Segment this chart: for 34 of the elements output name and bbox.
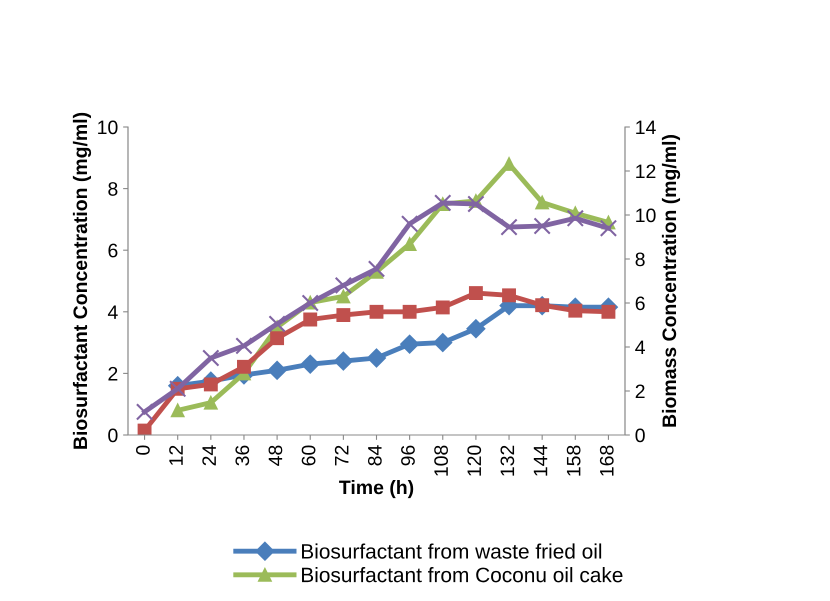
x-tick-label: 108 [434,446,448,476]
y-tick-label: 8 [108,182,118,196]
y2-tick-label: 2 [636,384,645,398]
x-tick-label: 24 [202,445,216,466]
y2-tick-label: 10 [636,208,656,222]
x-tick-label: 168 [600,446,614,476]
y2-axis-title: Biomass Concentration (mg/ml) [662,135,680,427]
y-tick-label: 2 [108,366,118,380]
x-tick-label: 48 [268,446,282,466]
x-axis-title: Time (h) [339,480,414,498]
x-tick-label: 132 [500,446,514,476]
x-tick-label: 120 [467,445,482,476]
y-tick-label: 4 [108,305,118,319]
y2-tick-label: 8 [636,252,645,266]
y2-tick-label: 6 [636,296,645,310]
x-tick-label: 0 [136,445,150,455]
y2-tick-label: 0 [635,428,645,442]
x-tick-label: 36 [235,446,250,466]
y2-tick-label: 12 [636,164,656,178]
y-tick-label: 10 [98,120,118,134]
x-tick-label: 72 [334,446,348,466]
x-tick-label: 158 [566,446,581,476]
y-tick-label: 6 [108,244,118,258]
x-tick-label: 60 [302,445,316,466]
legend-label: Biosurfactant from waste fried oil [302,543,602,559]
y2-tick-label: 4 [635,340,645,354]
x-tick-label: 144 [534,445,548,476]
x-tick-label: 12 [169,446,183,465]
y-axis-title: Biosurfactant Concentration (mg/ml) [72,112,92,449]
y-tick-label: 0 [108,428,118,442]
y2-tick-label: 14 [636,120,656,134]
x-tick-label: 84 [368,445,382,466]
x-tick-label: 96 [401,446,415,466]
legend-label: Biosurfactant from Coconu oil cake [302,567,622,582]
